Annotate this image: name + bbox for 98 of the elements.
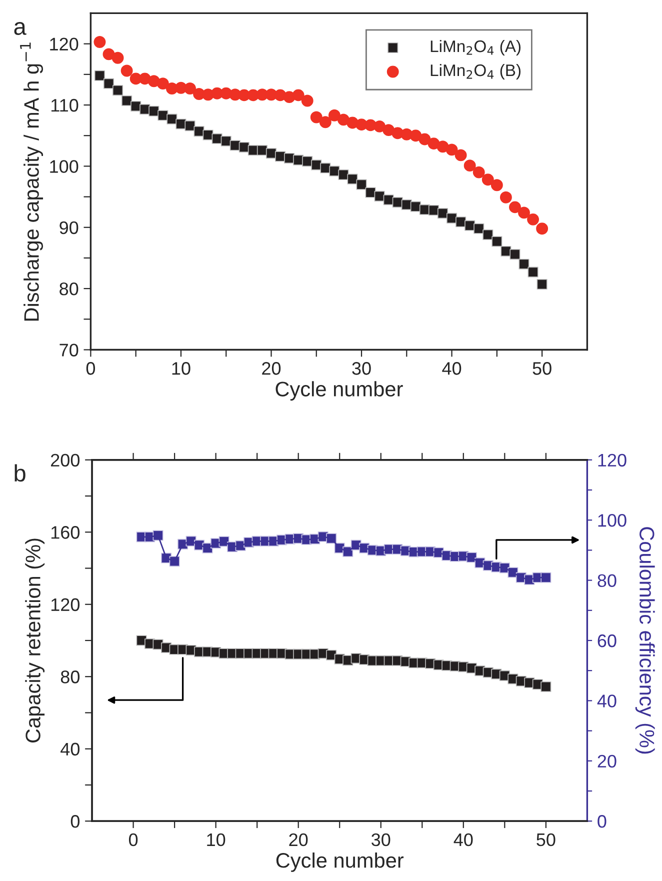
point xyxy=(94,36,106,48)
point xyxy=(540,681,552,692)
point xyxy=(374,120,386,132)
point xyxy=(456,216,466,228)
y-tick-label: 100 xyxy=(50,160,78,173)
point xyxy=(320,162,331,174)
point xyxy=(347,174,358,184)
point xyxy=(202,130,214,140)
x-tick-label: 40 xyxy=(442,362,462,375)
y2-tick-label: 120 xyxy=(598,454,626,467)
chart-title: a xyxy=(14,22,26,35)
y2-tick-label: 20 xyxy=(598,754,616,768)
point xyxy=(374,190,385,202)
point xyxy=(500,191,512,204)
x-tick-label: 20 xyxy=(262,362,281,375)
y2-tick-label: 100 xyxy=(598,514,626,527)
point xyxy=(112,85,124,96)
legend-label: LiMn$_{2}$O$_{4}$ (A) xyxy=(430,40,521,56)
point xyxy=(184,82,196,94)
point xyxy=(472,166,485,178)
chart-title: b xyxy=(14,464,26,482)
point xyxy=(120,64,133,77)
point xyxy=(356,179,367,190)
point xyxy=(446,212,458,224)
x-axis-title: Cycle number xyxy=(276,381,403,401)
x-tick-label: 50 xyxy=(532,362,552,375)
point xyxy=(158,110,168,121)
point xyxy=(220,136,232,146)
point xyxy=(527,213,540,226)
point xyxy=(540,572,552,583)
point xyxy=(338,169,349,180)
x-tick-label: 40 xyxy=(454,833,473,846)
x-tick-label: 50 xyxy=(536,833,556,846)
point xyxy=(528,266,538,278)
point xyxy=(301,94,314,107)
x-tick-label: 30 xyxy=(352,362,371,375)
point xyxy=(454,149,467,162)
point xyxy=(482,174,494,186)
point xyxy=(328,109,340,122)
y-tick-label: 110 xyxy=(51,98,78,112)
point xyxy=(464,160,476,172)
point xyxy=(436,140,449,153)
x-tick-label: 20 xyxy=(289,833,308,846)
y-tick-label: 0 xyxy=(70,815,80,828)
point xyxy=(490,179,503,192)
point xyxy=(292,89,304,102)
x-tick-label: 10 xyxy=(207,833,226,846)
point xyxy=(536,279,548,290)
legend-label: LiMn$_{2}$O$_{4}$ (B) xyxy=(430,64,521,80)
point xyxy=(418,133,431,146)
point xyxy=(500,246,512,257)
y-tick-label: 40 xyxy=(60,742,80,756)
point xyxy=(310,111,322,124)
point xyxy=(148,106,160,116)
y-axis-title: Capacity retention (%) xyxy=(25,538,45,742)
y-tick-label: 80 xyxy=(60,670,80,684)
point xyxy=(446,144,458,156)
point xyxy=(365,187,376,198)
y-tick-label: 120 xyxy=(50,38,78,51)
y2-tick-label: 80 xyxy=(598,574,616,588)
point xyxy=(410,130,422,142)
point xyxy=(302,156,313,167)
point xyxy=(536,222,548,235)
point xyxy=(112,52,124,64)
y2-axis-title: Coulombic efficiency (%) xyxy=(635,527,655,754)
x-axis-title: Cycle number xyxy=(276,852,404,872)
point xyxy=(482,229,494,240)
point xyxy=(510,249,520,260)
point xyxy=(94,70,105,81)
x-tick-label: 0 xyxy=(128,833,138,846)
x-tick-label: 10 xyxy=(172,362,190,375)
y-tick-label: 80 xyxy=(60,282,78,296)
point xyxy=(509,201,521,214)
point xyxy=(319,116,332,128)
x-tick-label: 30 xyxy=(372,833,390,846)
point xyxy=(103,78,114,89)
y-tick-label: 160 xyxy=(51,526,80,539)
point xyxy=(166,114,178,124)
point xyxy=(492,236,502,247)
point xyxy=(122,95,132,106)
point xyxy=(156,78,169,90)
point xyxy=(437,208,448,219)
point xyxy=(184,120,196,132)
y2-tick-label: 0 xyxy=(598,815,606,828)
y-tick-label: 120 xyxy=(51,598,80,612)
y-tick-label: 70 xyxy=(60,344,78,356)
point xyxy=(102,48,115,60)
y-axis-title: Discharge capacity / mA h g$^{−1}$ xyxy=(20,42,44,321)
point xyxy=(518,258,530,270)
point xyxy=(518,206,530,219)
x-tick-label: 0 xyxy=(86,362,96,375)
point xyxy=(474,223,484,234)
y-tick-label: 90 xyxy=(60,221,78,234)
y-tick-label: 200 xyxy=(51,454,80,467)
point xyxy=(194,126,204,137)
point xyxy=(329,166,340,176)
y2-tick-label: 60 xyxy=(598,634,616,648)
y2-tick-label: 40 xyxy=(597,694,616,708)
